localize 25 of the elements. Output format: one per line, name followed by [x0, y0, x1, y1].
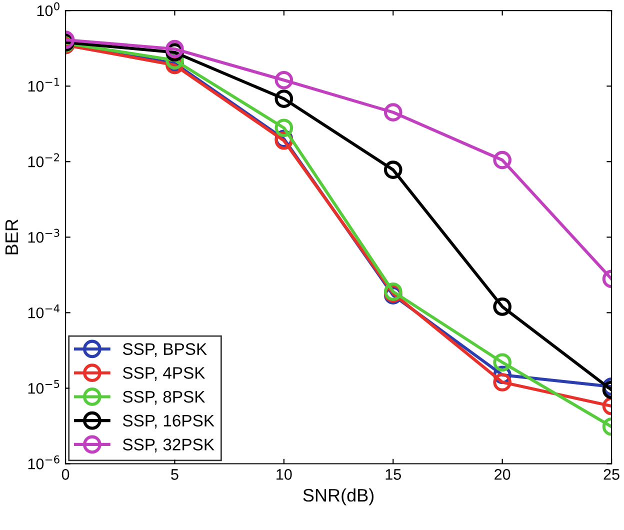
y-axis-title: BER	[5, 219, 18, 254]
x-tick-label: 25	[604, 469, 620, 480]
point	[274, 70, 294, 90]
legend-label: SSP, 32PSK	[122, 438, 214, 452]
y-tick-label: 10$^{0}$	[37, 2, 60, 16]
y-tick-label: 10$^{−1}$	[28, 78, 60, 92]
y-tick-label: 10$^{−3}$	[28, 228, 60, 243]
point	[384, 160, 402, 179]
x-tick-label: 0	[62, 469, 70, 480]
x-tick-label: 10	[276, 469, 292, 480]
x-tick-label: 15	[386, 469, 401, 480]
y-tick-label: 10$^{−6}$	[28, 455, 60, 470]
legend-label: SSP, 16PSK	[122, 414, 214, 429]
y-tick-label: 10$^{−4}$	[28, 304, 60, 318]
y-tick-label: 10$^{−5}$	[28, 380, 60, 394]
x-tick-label: 20	[494, 469, 510, 480]
x-tick-label: 5	[171, 469, 178, 480]
point	[274, 118, 294, 138]
legend-label: SSP, BPSK	[122, 343, 207, 357]
y-tick-label: 10$^{−2}$	[28, 153, 60, 168]
legend-label: SSP, 4PSK	[122, 367, 206, 381]
legend-label: SSP, 8PSK	[122, 390, 206, 405]
point	[274, 90, 294, 108]
x-axis-title: SNR(dB)	[303, 488, 374, 506]
point	[384, 103, 402, 122]
